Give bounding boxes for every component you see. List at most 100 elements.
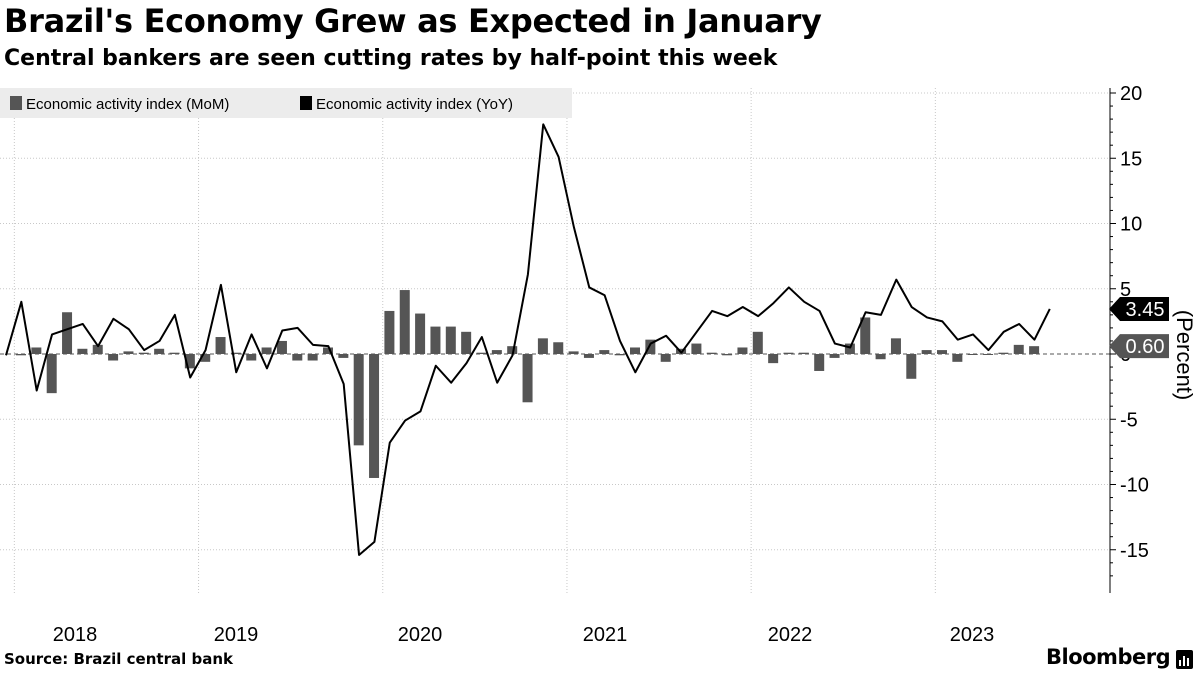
mom-bar: [952, 354, 963, 362]
mom-bar: [1013, 344, 1024, 354]
mom-bar: [276, 340, 287, 354]
mom-bar: [31, 347, 42, 354]
mom-bar: [92, 344, 103, 354]
mom-bar: [369, 354, 380, 478]
y-tick-label: 5: [1120, 279, 1131, 301]
yoy-line-group: [5, 123, 1051, 556]
mom-bar: [614, 354, 625, 356]
last-yoy-badge-shape: [1109, 296, 1169, 321]
mom-bar: [906, 354, 917, 379]
mom-bar: [983, 354, 994, 355]
mom-bar: [154, 348, 165, 354]
mom-bar: [599, 350, 610, 354]
mom-bar: [967, 354, 978, 355]
legend[interactable]: Economic activity index (MoM) Economic ac…: [0, 88, 572, 118]
mom-bar: [476, 352, 487, 354]
mom-bar: [844, 343, 855, 354]
mom-bar: [568, 351, 579, 354]
mom-bar: [430, 326, 441, 354]
legend-swatch-yoy: [300, 96, 312, 110]
mom-bar: [768, 354, 779, 364]
legend-label-mom[interactable]: Economic activity index (MoM): [26, 96, 229, 113]
mom-bar: [491, 350, 502, 354]
mom-bar: [384, 310, 395, 354]
mom-bar: [737, 347, 748, 354]
mom-bar: [783, 352, 794, 354]
y-tick-label: -10: [1120, 475, 1149, 497]
mom-bar: [537, 338, 548, 354]
x-tick-label: 2022: [768, 624, 813, 645]
y-tick-label: 20: [1120, 83, 1142, 105]
mom-bar: [630, 347, 640, 354]
chart: 20151050-5-10-15 20182019202020212022202…: [0, 83, 1197, 645]
bloomberg-terminal-icon: [1176, 650, 1193, 669]
mom-bar: [937, 350, 947, 354]
mom-bar: [215, 337, 226, 354]
yoy-line: [5, 123, 1051, 556]
mom-bar: [522, 354, 533, 403]
mom-bar: [829, 354, 840, 358]
legend-swatch-mom: [10, 96, 22, 110]
mom-bar: [62, 312, 73, 354]
y-axis-label: (Percent): [1172, 310, 1197, 400]
x-tick-label: 2018: [53, 624, 98, 645]
mom-bar: [399, 290, 410, 354]
mom-bar: [706, 352, 717, 354]
mom-bar: [338, 354, 349, 358]
gridlines: [0, 88, 1110, 593]
x-tick-label: 2021: [583, 624, 628, 645]
y-tick-label: 10: [1120, 214, 1142, 236]
mom-bar: [722, 354, 733, 356]
mom-bar: [108, 354, 119, 361]
x-axis-labels: 2018 2019 2020 2021 2022 2023: [53, 624, 995, 645]
last-yoy-badge-label: 3.45: [1126, 299, 1165, 321]
chart-title: Brazil's Economy Grew as Expected in Jan…: [4, 2, 822, 40]
mom-bar: [184, 354, 195, 369]
mom-bar: [461, 331, 472, 354]
mom-bar: [353, 354, 364, 446]
source-note: Source: Brazil central bank: [4, 650, 233, 668]
mom-bar: [230, 352, 241, 354]
mom-bar: [553, 342, 564, 354]
mom-bar: [169, 352, 180, 354]
mom-bar: [138, 352, 149, 354]
mom-bar: [921, 350, 932, 354]
mom-bar: [415, 313, 426, 354]
bloomberg-logo: Bloomberg: [1046, 645, 1171, 669]
mom-bar: [261, 347, 272, 354]
mom-bar: [583, 354, 594, 358]
legend-background: [0, 88, 572, 118]
mom-bar: [860, 317, 871, 354]
last-mom-badge-label: 0.60: [1126, 336, 1165, 358]
mom-bar: [875, 354, 886, 360]
mom-bar: [445, 326, 456, 354]
mom-bar: [323, 347, 333, 354]
mom-bars: [16, 290, 1040, 478]
legend-label-yoy[interactable]: Economic activity index (YoY): [316, 96, 513, 113]
last-value-badges: 3.45 0.60: [1109, 296, 1169, 359]
mom-bar: [798, 352, 809, 354]
mom-bar: [1029, 346, 1040, 354]
y-tick-label: -5: [1120, 409, 1138, 431]
mom-bar: [752, 331, 763, 354]
mom-bar: [307, 354, 318, 361]
last-mom-badge-shape: [1109, 334, 1169, 359]
mom-bar: [77, 348, 88, 354]
y-tick-label: -15: [1120, 540, 1149, 562]
mom-bar: [814, 354, 825, 371]
mom-bar: [246, 354, 257, 361]
mom-bar: [292, 354, 303, 361]
chart-subtitle: Central bankers are seen cutting rates b…: [4, 46, 778, 71]
mom-bar: [46, 354, 57, 394]
mom-bar: [507, 346, 518, 354]
mom-bar: [123, 351, 134, 354]
y-tick-label: 15: [1120, 148, 1142, 170]
mom-bar: [691, 343, 702, 354]
x-tick-label: 2023: [950, 624, 995, 645]
mom-bar: [998, 352, 1009, 354]
x-tick-label: 2019: [214, 624, 259, 645]
mom-bar: [200, 354, 211, 362]
mom-bar: [645, 339, 656, 354]
mom-bar: [660, 354, 671, 362]
mom-bar: [890, 338, 901, 354]
